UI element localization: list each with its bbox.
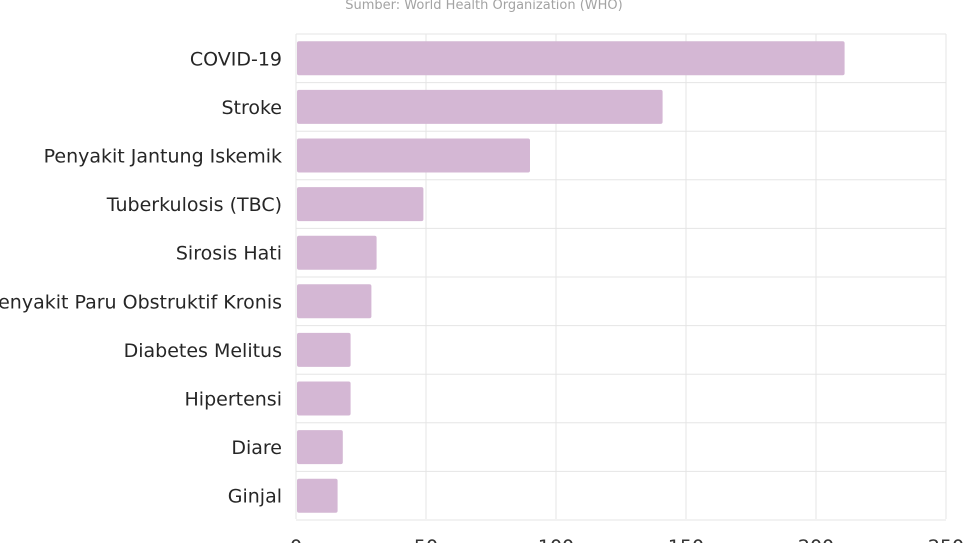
bar: [297, 235, 377, 270]
category-label: Penyakit Paru Obstruktif Kronis: [0, 291, 282, 313]
x-tick-label: 100: [538, 536, 574, 543]
bar: [297, 284, 372, 319]
bars: [297, 41, 845, 513]
category-label: Hipertensi: [185, 389, 283, 411]
bar: [297, 187, 424, 222]
category-label: Stroke: [221, 97, 282, 119]
bar: [297, 381, 351, 416]
gridlines: [295, 33, 947, 521]
bar: [297, 89, 663, 124]
bar: [297, 332, 351, 367]
category-label: Diare: [231, 437, 282, 459]
category-label: Ginjal: [228, 486, 282, 508]
category-label: Diabetes Melitus: [124, 340, 282, 362]
x-tick-label: 0: [290, 536, 302, 543]
x-tick-labels: 0 50 100 150 200 250: [290, 536, 964, 543]
category-label: Sirosis Hati: [176, 243, 282, 265]
category-label: Tuberkulosis (TBC): [106, 194, 282, 216]
chart-subtitle: Sumber: World Health Organization (WHO): [345, 0, 623, 13]
x-tick-label: 200: [798, 536, 834, 543]
bar: [297, 41, 845, 76]
x-tick-label: 250: [928, 536, 964, 543]
x-tick-label: 150: [668, 536, 704, 543]
category-labels: COVID-19 Stroke Penyakit Jantung Iskemik Tu…: [0, 48, 282, 507]
bar: [297, 138, 530, 173]
x-tick-label: 50: [414, 536, 438, 543]
bar: [297, 478, 338, 513]
category-label: Penyakit Jantung Iskemik: [44, 146, 282, 168]
category-label: COVID-19: [190, 48, 282, 70]
bar: [297, 430, 343, 465]
